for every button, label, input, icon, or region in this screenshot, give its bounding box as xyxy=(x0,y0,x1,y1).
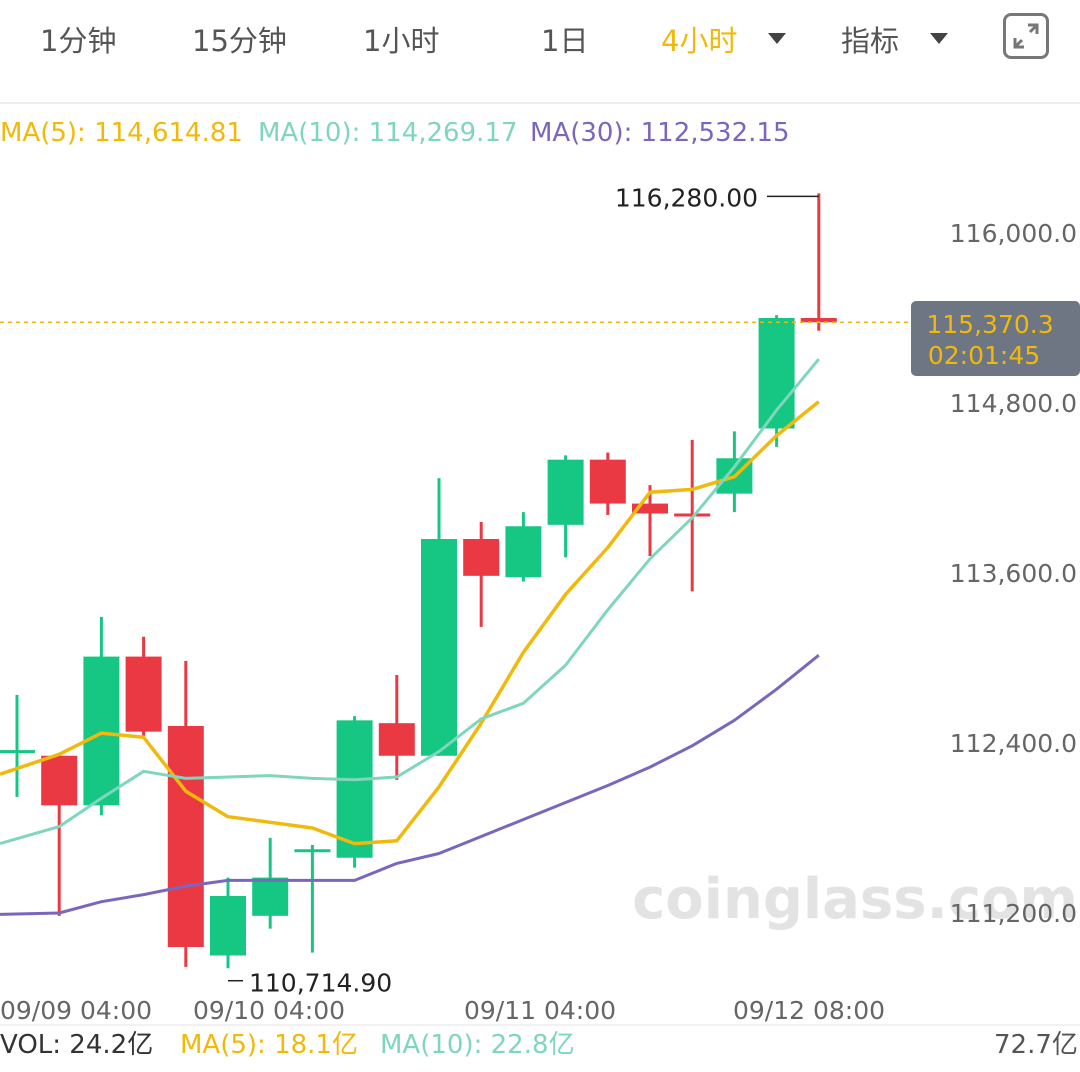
candle-body xyxy=(294,849,331,853)
y-tick-label: 112,400.0 xyxy=(950,729,1077,758)
x-axis-label: 09/10 04:00 xyxy=(193,996,345,1025)
x-axis-label: 09/12 08:00 xyxy=(733,996,885,1025)
candle-body xyxy=(421,539,457,756)
y-tick-label: 114,800.0 xyxy=(950,389,1077,418)
high-price-annotation: 116,280.00 xyxy=(615,183,758,212)
tab-1min[interactable]: 1分钟 xyxy=(40,24,117,58)
candle-body xyxy=(0,750,35,754)
candle-body xyxy=(505,526,542,578)
candle-body xyxy=(210,896,246,956)
tab-1hour[interactable]: 1小时 xyxy=(363,24,440,58)
y-tick-label: 113,600.0 xyxy=(950,559,1077,588)
tab-4hour[interactable]: 4小时 xyxy=(661,24,738,58)
candle-body xyxy=(378,723,415,756)
candle-body xyxy=(632,503,668,514)
current-price-label: 115,370.3 xyxy=(926,310,1053,339)
candle-body xyxy=(41,755,78,806)
candle-body xyxy=(589,459,626,504)
candle-body xyxy=(83,656,120,806)
candle-body xyxy=(800,318,837,323)
ma5-legend: MA(5): 114,614.81 xyxy=(0,118,243,148)
ma-line xyxy=(0,654,820,916)
chevron-down-icon[interactable] xyxy=(930,33,948,44)
ma-line xyxy=(0,400,820,846)
ma-line xyxy=(0,358,820,846)
watermark: coinglass.com xyxy=(632,867,1078,932)
candle-body xyxy=(336,720,373,858)
ma30-legend: MA(30): 112,532.15 xyxy=(530,118,790,148)
candle-body xyxy=(167,726,204,947)
countdown-label: 02:01:45 xyxy=(928,341,1040,370)
candle-body xyxy=(463,539,500,576)
tab-1day[interactable]: 1日 xyxy=(541,24,589,58)
x-axis-label: 09/11 04:00 xyxy=(464,996,616,1025)
y-tick-label: 116,000.0 xyxy=(950,219,1077,248)
chevron-down-icon[interactable] xyxy=(768,33,786,44)
y-tick-label: 111,200.0 xyxy=(950,899,1077,928)
tab-15min[interactable]: 15分钟 xyxy=(192,24,287,58)
ma10-legend: MA(10): 114,269.17 xyxy=(258,118,518,148)
candle-body xyxy=(674,513,711,517)
low-price-annotation: 110,714.90 xyxy=(249,969,392,998)
volume-ma10: MA(10): 22.8亿 xyxy=(380,1030,575,1060)
candle-body xyxy=(125,656,162,732)
volume-max: 72.7亿 xyxy=(994,1030,1078,1060)
indicators-menu[interactable]: 指标 xyxy=(841,24,900,58)
volume-ma5: MA(5): 18.1亿 xyxy=(180,1030,358,1060)
candle-body xyxy=(547,459,584,525)
timeframe-toolbar: 1分钟 15分钟 1小时 1日 4小时 指标 xyxy=(0,0,1080,104)
x-axis-label: 09/09 04:00 xyxy=(0,996,152,1025)
candle-body xyxy=(252,877,289,916)
volume-value: VOL: 24.2亿 xyxy=(0,1030,154,1060)
expand-icon[interactable] xyxy=(1003,13,1049,59)
current-price-box xyxy=(911,301,1080,376)
